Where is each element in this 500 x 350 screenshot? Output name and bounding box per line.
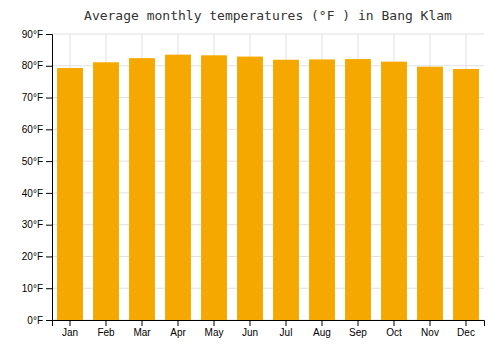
tick: Jul	[280, 320, 293, 338]
bar	[453, 69, 479, 320]
bar	[129, 58, 155, 320]
tick-mark	[46, 320, 52, 321]
tick-label: May	[205, 327, 224, 338]
plot: 0°F 10°F 20°F 30°F 40°F 50°F 60°F 70°F 80°F 90°F J…	[22, 29, 485, 338]
tick-mark	[358, 320, 359, 326]
tick-label: Jan	[62, 327, 78, 338]
tick-label: 50°F	[22, 156, 43, 167]
tick-label: Nov	[421, 327, 439, 338]
tick-label: Feb	[97, 327, 115, 338]
tick: 40°F	[22, 188, 52, 199]
tick: May	[205, 320, 224, 338]
bar	[93, 62, 119, 320]
chart: 0°F 10°F 20°F 30°F 40°F 50°F 60°F 70°F 80°F 90°F J…	[0, 0, 500, 350]
tick-label: 40°F	[22, 188, 43, 199]
y-axis: 0°F 10°F 20°F 30°F 40°F 50°F 60°F 70°F 80°F 90°F	[22, 29, 53, 326]
tick: 30°F	[22, 219, 52, 230]
tick-label: Aug	[313, 327, 331, 338]
tick-mark	[178, 320, 179, 326]
tick: 10°F	[22, 283, 52, 294]
tick-mark	[70, 320, 71, 326]
tick-mark	[142, 320, 143, 326]
tick-mark	[106, 320, 107, 326]
tick: Jan	[62, 320, 78, 338]
bars	[57, 55, 479, 320]
tick: 60°F	[22, 124, 52, 135]
tick: Feb	[97, 320, 115, 338]
tick-mark	[46, 161, 52, 162]
tick-mark	[46, 98, 52, 99]
tick-label: 30°F	[22, 219, 43, 230]
tick: 70°F	[22, 92, 52, 103]
tick-label: 0°F	[27, 315, 43, 326]
x-axis: Jan Feb Mar Apr May Jun Jul Aug Sep Oct Nov Dec	[53, 320, 485, 338]
bar	[273, 60, 299, 320]
bar	[57, 68, 83, 320]
tick-mark	[322, 320, 323, 326]
tick-label: 60°F	[22, 124, 43, 135]
tick-mark	[286, 320, 287, 326]
tick: 20°F	[22, 251, 52, 262]
tick: Sep	[349, 320, 367, 338]
tick-label: 90°F	[22, 29, 43, 40]
bar	[309, 59, 335, 320]
tick-label: Mar	[133, 327, 151, 338]
tick-mark	[46, 256, 52, 257]
bar	[201, 55, 227, 320]
tick: Apr	[170, 320, 186, 338]
tick-mark	[394, 320, 395, 326]
bar	[417, 67, 443, 320]
tick: 80°F	[22, 60, 52, 71]
tick-mark	[430, 320, 431, 326]
axis-line	[46, 35, 53, 321]
tick-mark	[46, 66, 52, 67]
bar	[345, 59, 371, 320]
tick-mark	[46, 288, 52, 289]
tick: Oct	[386, 320, 402, 338]
bar	[165, 55, 191, 320]
tick: 50°F	[22, 156, 52, 167]
tick-label: Jul	[280, 327, 293, 338]
tick: 0°F	[27, 315, 52, 326]
tick-label: Dec	[457, 327, 475, 338]
tick-label: Sep	[349, 327, 367, 338]
bar	[237, 57, 263, 320]
tick-mark	[46, 34, 52, 35]
tick: Mar	[133, 320, 151, 338]
tick-label: 80°F	[22, 60, 43, 71]
grid-line	[52, 34, 484, 35]
tick-label: 10°F	[22, 283, 43, 294]
tick: Aug	[313, 320, 331, 338]
grid	[52, 34, 484, 320]
tick-mark	[46, 193, 52, 194]
axis-line	[53, 321, 485, 327]
tick-label: 70°F	[22, 92, 43, 103]
tick: Jun	[242, 320, 258, 338]
tick-mark	[46, 225, 52, 226]
tick-label: 20°F	[22, 251, 43, 262]
tick: 90°F	[22, 29, 52, 40]
tick-mark	[214, 320, 215, 326]
tick-label: Jun	[242, 327, 258, 338]
tick-mark	[466, 320, 467, 326]
bar	[381, 62, 407, 320]
title: Average monthly temperatures (°F ) in Ba…	[84, 8, 452, 23]
tick-label: Apr	[170, 327, 186, 338]
tick: Nov	[421, 320, 439, 338]
tick-mark	[46, 129, 52, 130]
tick: Dec	[457, 320, 475, 338]
tick-mark	[250, 320, 251, 326]
tick-label: Oct	[386, 327, 402, 338]
